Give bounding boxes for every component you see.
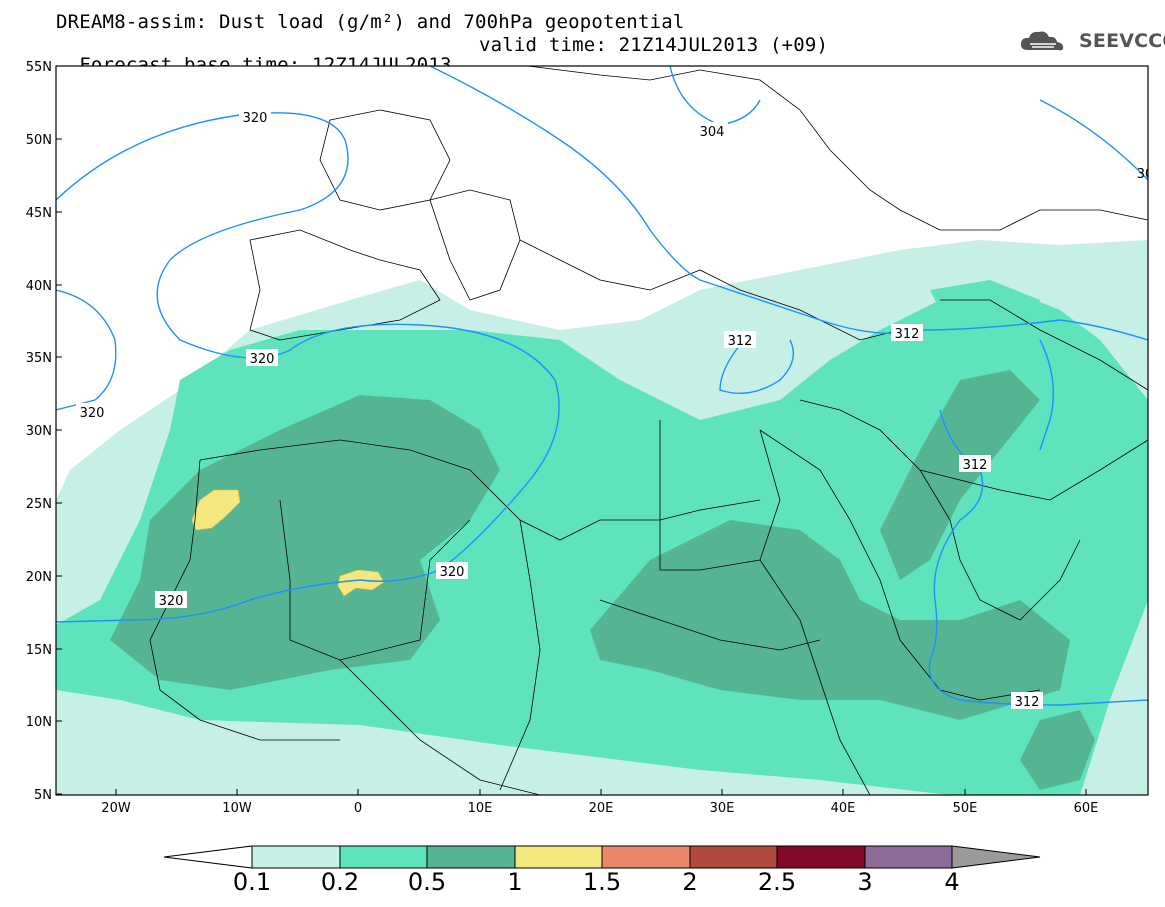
dust-field-dark-sea [1020,710,1095,790]
colorbar-box [864,845,953,869]
lat-label: 50N [26,133,52,148]
colorbar-tick-label: 0.2 [320,868,360,896]
contour-label: 320 [440,565,465,580]
lon-label: 10E [468,801,493,816]
logo-text: SEEVCCC [1079,30,1165,52]
contour-label: 312 [1015,695,1040,710]
lat-label: 20N [26,570,52,585]
colorbar-box [514,845,603,869]
colorbar-box [426,845,516,869]
latitude-axis: 55N 50N 45N 40N 35N 30N 25N 20N 15N 10N … [26,60,62,803]
contour-label: 320 [159,594,184,609]
lat-label: 10N [26,715,52,730]
colorbar-box [251,845,341,869]
lat-label: 5N [34,788,52,803]
lon-label: 40E [831,801,856,816]
lon-label: 30E [710,801,735,816]
colorbar-tick-label: 2 [682,868,698,896]
colorbar-box [689,845,778,869]
lat-label: 15N [26,643,52,658]
colorbar-lower-arrow [163,845,253,869]
country-borders [149,66,1148,795]
colorbar-tick-label: 3 [857,868,873,896]
longitude-axis: 20W 10W 0 10E 20E 30E 40E 50E 60E [101,789,1098,816]
contour-label: 304 [700,125,725,140]
contour-label: 312 [895,327,920,342]
dust-field-dark-arabia [880,370,1040,580]
contour-labels: 320 320 320 304 312 312 312 312 320 320 … [76,108,1154,710]
lat-label: 30N [26,424,52,439]
lat-label: 25N [26,497,52,512]
dust-field-high-1 [191,489,241,531]
colorbar-tick-label: 4 [944,868,960,896]
lon-label: 50E [953,801,978,816]
lon-label: 10W [222,801,252,816]
contour-label: 30 [1137,167,1154,182]
contour-label: 320 [80,406,105,421]
contour-label: 312 [728,334,753,349]
lat-label: 45N [26,206,52,221]
colorbar-tick-label: 1.5 [582,868,622,896]
cloud-logo-icon [1020,31,1064,51]
valid-time: valid time: 21Z14JUL2013 (+09) [479,34,829,56]
lat-label: 40N [26,279,52,294]
lon-label: 60E [1074,801,1099,816]
colorbar-tick-label: 0.1 [232,868,272,896]
lon-label: 20E [589,801,614,816]
map-title: DREAM8-assim: Dust load (g/m²) and 700hP… [56,11,685,33]
colorbar-box [601,845,691,869]
colorbar [163,845,1041,869]
colorbar-box [776,845,866,869]
seevccc-logo: SEEVCCC [1018,26,1165,56]
colorbar-box [339,845,428,869]
contour-label: 320 [243,111,268,126]
dust-field-dark-east [590,520,1070,720]
lon-label: 20W [101,801,131,816]
dust-field-medium-caspian [930,280,1040,330]
dust-field-dark-west [110,395,500,690]
colorbar-tick-label: 2.5 [757,868,797,896]
lon-label: 0 [354,801,362,816]
dust-field-high-2 [337,569,385,597]
colorbar-tick-label: 0.5 [407,868,447,896]
lat-label: 35N [26,351,52,366]
lat-label: 55N [26,60,52,75]
colorbar-tick-label: 1 [507,868,523,896]
colorbar-upper-arrow [951,845,1041,869]
map-content: 320 320 320 304 312 312 312 312 320 320 … [56,66,1154,795]
contour-label: 320 [250,352,275,367]
contour-label: 312 [963,458,988,473]
